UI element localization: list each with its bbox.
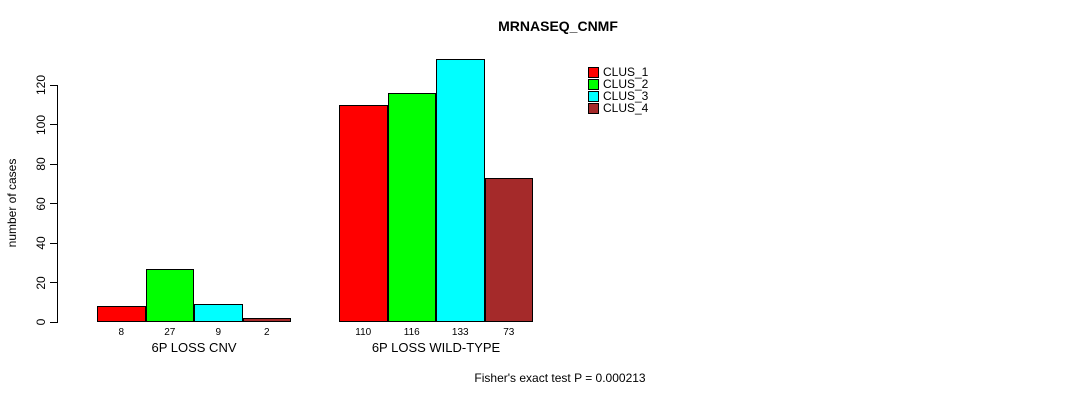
y-tick-label: 100: [34, 114, 48, 135]
legend-label: CLUS_3: [603, 89, 649, 103]
bar-value-label: 8: [118, 327, 125, 338]
y-tick-label: 0: [34, 318, 48, 326]
bar-clus_3-1: [194, 304, 243, 322]
legend-label: CLUS_2: [603, 77, 649, 91]
bar-clus_4-2: [484, 177, 533, 322]
legend-item-clus_4: CLUS_4: [588, 102, 648, 114]
y-axis: [57, 85, 58, 323]
bar-value-label: 110: [355, 327, 372, 338]
bar-clus_4-1: [242, 318, 291, 322]
y-tick-label: 60: [34, 196, 48, 211]
y-tick-label: 80: [34, 157, 48, 171]
bar-clus_3-2: [436, 59, 485, 322]
y-tick: [50, 321, 57, 323]
bar-clus_1-2: [339, 104, 388, 322]
legend-item-clus_1: CLUS_1: [588, 66, 648, 78]
legend-item-clus_2: CLUS_2: [588, 78, 648, 90]
bar-clus_2-2: [387, 92, 436, 322]
chart-title: MRNASEQ_CNMF: [498, 18, 618, 34]
bar-value-label: 116: [403, 327, 420, 338]
legend-swatch: [588, 78, 599, 90]
y-tick-label: 20: [34, 275, 48, 290]
bar-value-label: 9: [215, 327, 222, 338]
group-label: 6P LOSS CNV: [151, 340, 237, 355]
y-tick-label: 40: [34, 236, 48, 250]
y-tick: [50, 163, 57, 165]
group-label: 6P LOSS WILD-TYPE: [371, 340, 501, 355]
bar-value-label: 133: [451, 327, 469, 338]
footer-annotation: Fisher's exact test P = 0.000213: [474, 371, 646, 385]
bar-clus_1-1: [97, 306, 146, 322]
y-tick: [50, 242, 57, 244]
y-tick: [50, 203, 57, 204]
bar-value-label: 73: [503, 327, 515, 338]
y-tick: [50, 124, 57, 125]
legend-swatch: [588, 102, 599, 114]
y-tick-label: 120: [34, 74, 48, 96]
legend-swatch: [588, 90, 599, 102]
legend-item-clus_3: CLUS_3: [588, 90, 648, 102]
y-tick: [50, 282, 57, 283]
y-tick: [50, 84, 57, 86]
bar-value-label: 27: [164, 327, 176, 338]
legend-swatch: [588, 66, 599, 78]
bar-clus_2-1: [145, 268, 194, 322]
legend-label: CLUS_4: [603, 101, 649, 115]
bar-value-label: 2: [263, 327, 270, 338]
y-axis-label: number of cases: [5, 158, 19, 248]
legend: CLUS_1 CLUS_2 CLUS_3 CLUS_4: [588, 66, 648, 114]
legend-label: CLUS_1: [603, 65, 649, 79]
